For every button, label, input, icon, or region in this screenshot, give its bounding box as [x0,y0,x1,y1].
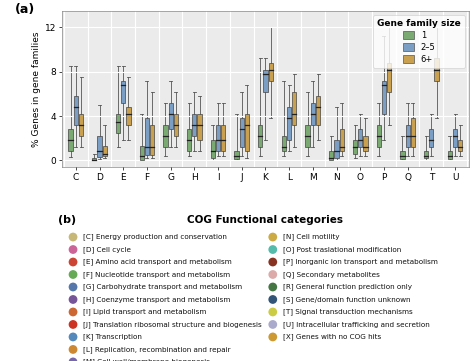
Bar [424,152,428,158]
Bar [173,114,178,136]
Text: [X] Genes with no COG hits: [X] Genes with no COG hits [283,334,381,340]
Bar [292,92,297,125]
Bar [121,81,125,103]
Text: [D] Cell cycle: [D] Cell cycle [83,246,131,253]
Bar [429,129,433,147]
Bar [382,81,386,114]
Bar [434,58,438,81]
Bar [139,146,144,160]
Text: [K] Transcription: [K] Transcription [83,334,142,340]
Bar [73,96,78,125]
Text: [E] Amino acid transport and metabolism: [E] Amino acid transport and metabolism [83,258,232,265]
Bar [168,103,173,129]
Text: (a): (a) [15,3,35,16]
Bar [116,114,120,132]
Bar [163,125,168,147]
Bar [410,118,415,147]
Bar [97,136,101,157]
Text: [G] Carbohydrate transport and metabolism: [G] Carbohydrate transport and metabolis… [83,284,242,290]
Text: [U] Intracellular trafficking and secretion: [U] Intracellular trafficking and secret… [283,321,429,328]
Bar [239,118,244,147]
Bar [234,152,238,159]
Bar [310,103,315,125]
Point [365,244,373,249]
Bar [221,125,225,152]
Bar [102,146,107,156]
Text: [F] Nucleotide transport and metabolism: [F] Nucleotide transport and metabolism [83,271,230,278]
Bar [458,140,462,152]
Bar [79,114,83,136]
Y-axis label: % Genes in gene families: % Genes in gene families [32,31,40,147]
Text: COG Functional categories: COG Functional categories [187,215,344,225]
Point [365,130,373,136]
Text: [P] Inorganic ion transport and metabolism: [P] Inorganic ion transport and metaboli… [283,258,438,265]
Text: [O] Post traslational modification: [O] Post traslational modification [283,246,401,253]
Bar [145,118,149,155]
Bar [358,129,362,147]
Bar [192,114,196,136]
Bar [68,129,73,152]
Bar [150,125,154,155]
Text: [M] Cell wall/membrane biogenesis: [M] Cell wall/membrane biogenesis [83,358,210,361]
Bar [339,129,344,152]
Text: [J] Translation ribosomal structure and biogenesis: [J] Translation ribosomal structure and … [83,321,262,328]
Text: [H] Coenzyme transport and metabolism: [H] Coenzyme transport and metabolism [83,296,230,303]
Text: [S] Gene/domain function unknown: [S] Gene/domain function unknown [283,296,410,303]
Bar [387,63,391,92]
Bar [263,70,267,92]
Bar [353,140,357,154]
Text: [R] General function prediction only: [R] General function prediction only [283,284,411,290]
Point [365,357,373,361]
Text: [L] Replication, recombination and repair: [L] Replication, recombination and repai… [83,346,230,353]
Bar [197,114,201,140]
Bar [376,125,381,147]
Point [365,17,373,22]
Text: [I] Lipid transport and metabolism: [I] Lipid transport and metabolism [83,309,206,316]
Bar [363,136,368,152]
Bar [258,125,262,147]
Bar [216,125,220,152]
Bar [405,125,410,147]
Bar [305,125,310,147]
Text: [N] Cell motility: [N] Cell motility [283,234,339,240]
Text: (b): (b) [57,215,76,225]
Legend: 1, 2–5, 6+: 1, 2–5, 6+ [373,15,465,68]
Bar [282,136,286,152]
Bar [316,96,320,125]
Bar [453,129,457,147]
Bar [126,107,130,125]
Bar [329,152,333,160]
Bar [92,158,96,160]
Bar [334,140,338,158]
Bar [287,107,291,140]
Bar [400,152,404,159]
Bar [210,140,215,158]
Text: [Q] Secondary metabolites: [Q] Secondary metabolites [283,271,379,278]
Bar [245,114,249,152]
Text: [T] Signal transduction mechanisms: [T] Signal transduction mechanisms [283,309,412,316]
Text: [C] Energy production and conservation: [C] Energy production and conservation [83,234,227,240]
Bar [268,63,273,81]
Bar [447,152,452,159]
Bar [187,129,191,152]
